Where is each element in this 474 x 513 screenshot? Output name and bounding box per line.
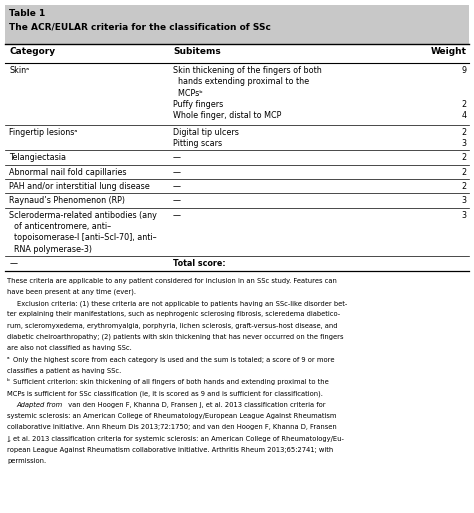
Text: diabetic cheiroarthropathy; (2) patients with skin thickening that has never occ: diabetic cheiroarthropathy; (2) patients… bbox=[7, 334, 344, 341]
Text: J, et al. 2013 classification criteria for systemic sclerosis: an American Colle: J, et al. 2013 classification criteria f… bbox=[7, 436, 344, 442]
Text: PAH and/or interstitial lung disease: PAH and/or interstitial lung disease bbox=[9, 182, 150, 191]
Text: 9: 9 bbox=[462, 66, 467, 75]
Text: 3: 3 bbox=[462, 211, 467, 220]
Text: The ACR/EULAR criteria for the classification of SSc: The ACR/EULAR criteria for the classific… bbox=[9, 22, 271, 31]
Text: ropean League Against Rheumatism collaborative initiative. Arthritis Rheum 2013;: ropean League Against Rheumatism collabo… bbox=[7, 447, 333, 453]
Text: of anticentromere, anti–: of anticentromere, anti– bbox=[9, 222, 111, 231]
Text: —: — bbox=[173, 182, 181, 191]
Text: 4: 4 bbox=[462, 111, 467, 121]
Text: are also not classified as having SSc.: are also not classified as having SSc. bbox=[7, 345, 132, 351]
Text: systemic sclerosis: an American College of Rheumatology/European League Against : systemic sclerosis: an American College … bbox=[7, 413, 337, 419]
Text: Pitting scars: Pitting scars bbox=[173, 139, 222, 148]
Text: RNA polymerase-3): RNA polymerase-3) bbox=[9, 245, 92, 254]
Text: 2: 2 bbox=[462, 182, 467, 191]
Text: Telangiectasia: Telangiectasia bbox=[9, 153, 66, 163]
Text: —: — bbox=[9, 259, 18, 268]
Text: Puffy fingers: Puffy fingers bbox=[173, 100, 223, 109]
Text: Subitems: Subitems bbox=[173, 47, 221, 56]
Text: Scleroderma-related antibodies (any: Scleroderma-related antibodies (any bbox=[9, 211, 157, 220]
Text: ᵇ: ᵇ bbox=[7, 379, 10, 385]
Text: 3: 3 bbox=[462, 196, 467, 206]
Text: Adapted from: Adapted from bbox=[17, 402, 63, 408]
Text: classifies a patient as having SSc.: classifies a patient as having SSc. bbox=[7, 368, 121, 374]
Text: Exclusion criteria: (1) these criteria are not applicable to patients having an : Exclusion criteria: (1) these criteria a… bbox=[17, 300, 347, 307]
Text: —: — bbox=[173, 196, 181, 206]
Text: These criteria are applicable to any patient considered for inclusion in an SSc : These criteria are applicable to any pat… bbox=[7, 278, 337, 284]
Text: Raynaud’s Phenomenon (RP): Raynaud’s Phenomenon (RP) bbox=[9, 196, 126, 206]
Text: Sufficient criterion: skin thickening of all fingers of both hands and extending: Sufficient criterion: skin thickening of… bbox=[13, 379, 329, 385]
Text: Table 1: Table 1 bbox=[9, 9, 46, 18]
Text: 2: 2 bbox=[462, 128, 467, 137]
Text: —: — bbox=[173, 168, 181, 177]
Text: Skin thickening of the fingers of both: Skin thickening of the fingers of both bbox=[173, 66, 322, 75]
Text: ter explaining their manifestations, such as nephrogenic sclerosing fibrosis, sc: ter explaining their manifestations, suc… bbox=[7, 311, 340, 318]
Text: Total score:: Total score: bbox=[173, 259, 226, 268]
Text: —: — bbox=[173, 211, 181, 220]
Text: Category: Category bbox=[9, 47, 55, 56]
Text: collaborative initiative. Ann Rheum Dis 2013;72:1750; and van den Hoogen F, Khan: collaborative initiative. Ann Rheum Dis … bbox=[7, 424, 337, 430]
Text: 2: 2 bbox=[462, 168, 467, 177]
Text: MCPs is sufficient for SSc classification (ie, it is scored as 9 and is sufficie: MCPs is sufficient for SSc classificatio… bbox=[7, 390, 323, 397]
Text: Abnormal nail fold capillaries: Abnormal nail fold capillaries bbox=[9, 168, 127, 177]
Text: 2: 2 bbox=[462, 153, 467, 163]
Text: ᵃ: ᵃ bbox=[7, 357, 10, 363]
Text: topoisomerase-I [anti–Scl-70], anti–: topoisomerase-I [anti–Scl-70], anti– bbox=[9, 233, 157, 243]
Text: Only the highest score from each category is used and the sum is totaled; a scor: Only the highest score from each categor… bbox=[13, 357, 335, 363]
Text: 3: 3 bbox=[462, 139, 467, 148]
Text: Fingertip lesionsᵃ: Fingertip lesionsᵃ bbox=[9, 128, 78, 137]
Text: Skinᵃ: Skinᵃ bbox=[9, 66, 30, 75]
Text: permission.: permission. bbox=[7, 458, 46, 464]
Text: Whole finger, distal to MCP: Whole finger, distal to MCP bbox=[173, 111, 282, 121]
Text: van den Hoogen F, Khanna D, Fransen J, et al. 2013 classification criteria for: van den Hoogen F, Khanna D, Fransen J, e… bbox=[66, 402, 326, 408]
Text: MCPsᵇ: MCPsᵇ bbox=[173, 89, 203, 98]
Text: —: — bbox=[173, 153, 181, 163]
Text: rum, scleromyxedema, erythromyalgia, porphyria, lichen sclerosis, graft-versus-h: rum, scleromyxedema, erythromyalgia, por… bbox=[7, 323, 337, 329]
Text: Digital tip ulcers: Digital tip ulcers bbox=[173, 128, 239, 137]
Text: have been present at any time (ever).: have been present at any time (ever). bbox=[7, 289, 136, 295]
Text: hands extending proximal to the: hands extending proximal to the bbox=[173, 77, 309, 87]
Text: Weight: Weight bbox=[431, 47, 467, 56]
Text: 2: 2 bbox=[462, 100, 467, 109]
Bar bbox=[5, 5, 469, 44]
